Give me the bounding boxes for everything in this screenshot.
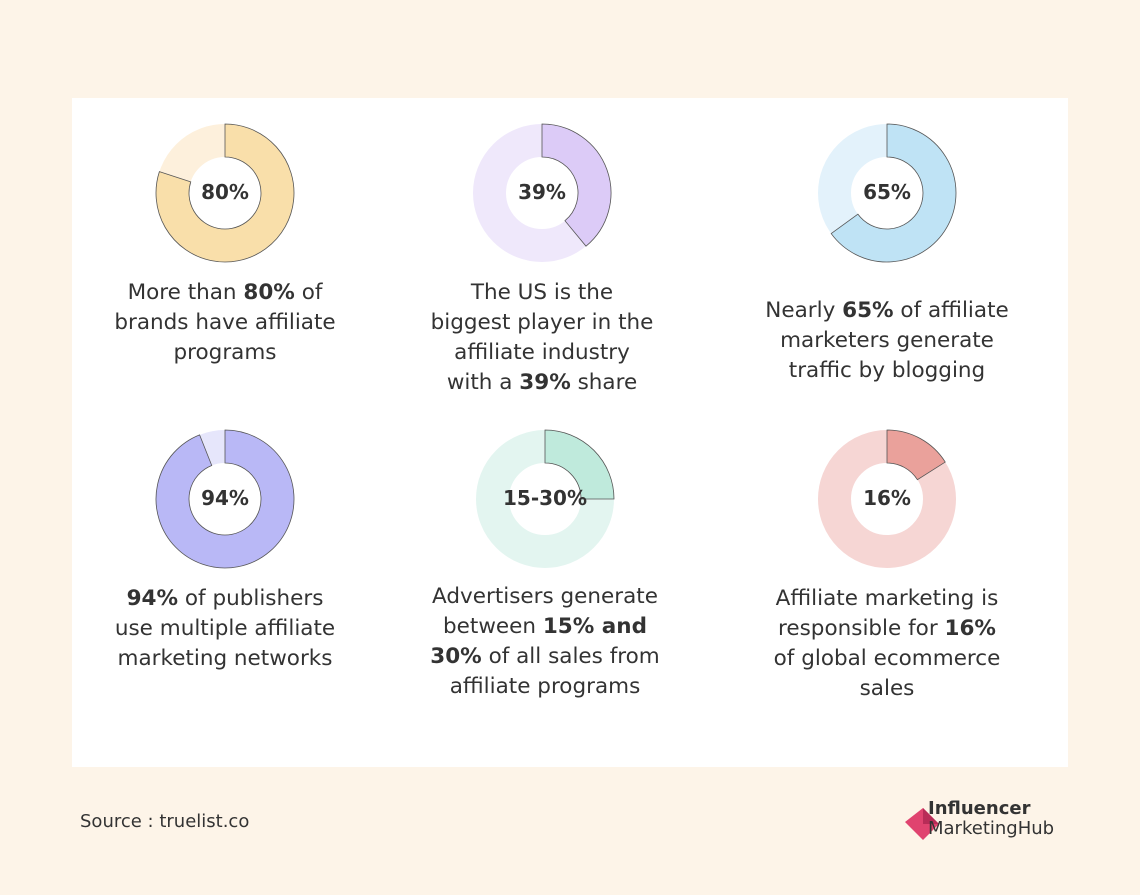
caption-text: Affiliate marketing is <box>775 586 999 611</box>
caption-text: of affiliate <box>893 298 1009 323</box>
logo-text-influencer: Influencer <box>928 798 1031 819</box>
caption-highlight: 65% <box>842 298 894 323</box>
donut-chart <box>818 429 956 568</box>
donut-segment <box>544 429 615 500</box>
caption-line: traffic by blogging <box>717 356 1057 386</box>
caption-line: programs <box>55 338 395 368</box>
caption-text: of <box>294 280 323 305</box>
logo-text-marketinghub: MarketingHub <box>928 818 1055 839</box>
caption-line: responsible for 16% <box>717 614 1057 644</box>
caption-line: affiliate programs <box>375 672 715 702</box>
donut-center-label: 65% <box>863 180 911 204</box>
source-text: Source : truelist.co <box>80 811 250 832</box>
donut-chart <box>473 123 612 262</box>
caption-highlight: 15% and <box>542 614 647 639</box>
chart-caption: Advertisers generate between 15% and 30% o… <box>375 582 715 702</box>
caption-text: sales <box>859 676 915 701</box>
caption-text: with a <box>446 370 520 395</box>
chart-caption: More than 80% of brands have affiliate pro… <box>55 278 395 368</box>
caption-line: affiliate industry <box>372 338 712 368</box>
caption-text: between <box>443 614 543 639</box>
caption-text: Nearly <box>765 298 843 323</box>
logo-diamond-icon <box>905 808 939 840</box>
donut-segment <box>155 123 295 263</box>
caption-text: responsible for <box>778 616 945 641</box>
caption-line: Affiliate marketing is <box>717 584 1057 614</box>
chart-caption: The US is the biggest player in the affili… <box>372 278 712 398</box>
chart-caption: 94% of publishers use multiple affiliate m… <box>55 584 395 674</box>
caption-text: share <box>570 370 638 395</box>
caption-line: brands have affiliate <box>55 308 395 338</box>
caption-line: Nearly 65% of affiliate <box>717 296 1057 326</box>
donut-chart <box>155 429 295 569</box>
caption-line: The US is the <box>372 278 712 308</box>
caption-highlight: 80% <box>243 280 295 305</box>
chart-caption: Nearly 65% of affiliate marketers generat… <box>717 296 1057 386</box>
caption-text: traffic by blogging <box>788 358 986 383</box>
donut-chart <box>155 123 295 263</box>
caption-line: 94% of publishers <box>55 584 395 614</box>
caption-text: affiliate industry <box>454 340 630 365</box>
caption-line: with a 39% share <box>372 368 712 398</box>
caption-line: Advertisers generate <box>375 582 715 612</box>
caption-text: The US is the <box>470 280 614 305</box>
caption-highlight: 16% <box>944 616 996 641</box>
caption-text: marketing networks <box>117 646 333 671</box>
caption-text: use multiple affiliate <box>114 616 336 641</box>
caption-text: of publishers <box>178 586 324 611</box>
caption-text: marketers generate <box>780 328 994 353</box>
caption-highlight: 30% <box>430 644 482 669</box>
caption-text: of all sales from <box>481 644 660 669</box>
caption-line: biggest player in the <box>372 308 712 338</box>
caption-line: sales <box>717 674 1057 704</box>
influencer-marketing-hub-logo[interactable]: Influencer MarketingHub <box>903 798 1093 845</box>
donut-center-label: 16% <box>863 486 911 510</box>
caption-line: between 15% and <box>375 612 715 642</box>
caption-line: of global ecommerce <box>717 644 1057 674</box>
donut-segment <box>155 429 295 569</box>
donut-chart <box>818 123 957 263</box>
caption-text: of global ecommerce <box>773 646 1001 671</box>
donut-segment <box>541 123 612 247</box>
donut-chart <box>476 429 615 568</box>
caption-line: use multiple affiliate <box>55 614 395 644</box>
caption-line: marketers generate <box>717 326 1057 356</box>
donut-center-label: 80% <box>201 180 249 204</box>
caption-text: affiliate programs <box>449 674 641 699</box>
caption-highlight: 39% <box>519 370 571 395</box>
caption-line: 30% of all sales from <box>375 642 715 672</box>
donut-segment <box>830 123 957 263</box>
donut-center-label: 94% <box>201 486 249 510</box>
caption-text: More than <box>127 280 244 305</box>
caption-text: brands have affiliate <box>114 310 336 335</box>
donut-center-label: 15-30% <box>502 486 587 510</box>
chart-caption: Affiliate marketing is responsible for 16… <box>717 584 1057 704</box>
caption-line: marketing networks <box>55 644 395 674</box>
donut-center-label: 39% <box>518 180 566 204</box>
caption-line: More than 80% of <box>55 278 395 308</box>
caption-text: programs <box>173 340 277 365</box>
caption-highlight: 94% <box>126 586 179 611</box>
donut-segment <box>886 429 946 481</box>
caption-text: Advertisers generate <box>432 584 658 609</box>
caption-text: biggest player in the <box>430 310 654 335</box>
